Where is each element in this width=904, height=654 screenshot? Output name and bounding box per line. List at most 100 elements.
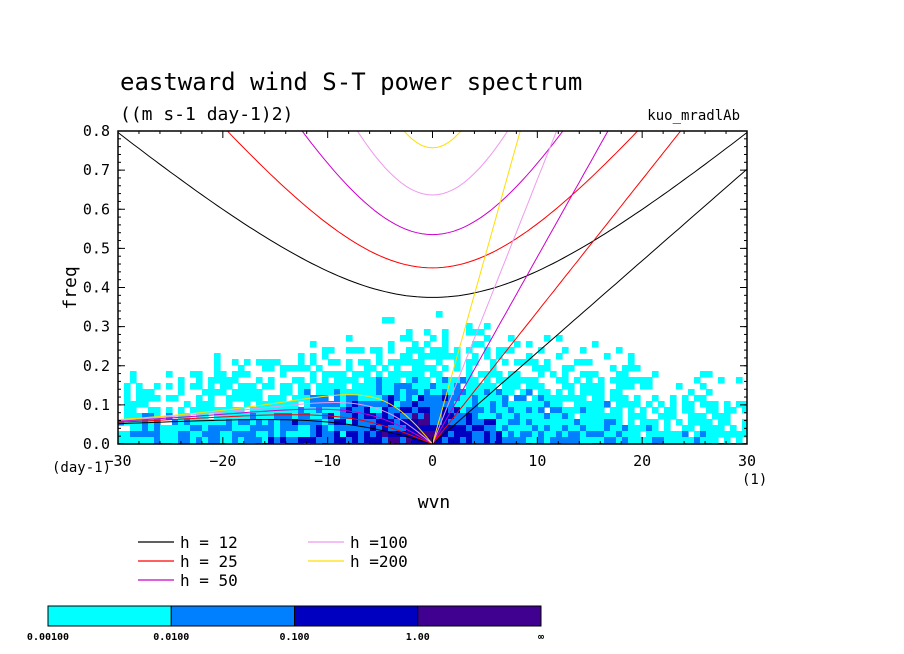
spectrum-cell: [196, 377, 203, 384]
spectrum-cell: [526, 413, 533, 420]
spectrum-cell: [502, 419, 509, 426]
spectrum-cell: [376, 359, 383, 366]
spectrum-cell: [244, 389, 251, 396]
spectrum-cell: [382, 407, 389, 414]
spectrum-cell: [358, 413, 365, 420]
spectrum-cell: [508, 437, 515, 444]
spectrum-cell: [448, 383, 455, 390]
spectrum-cell: [226, 425, 233, 432]
spectrum-cell: [418, 401, 425, 408]
spectrum-cell: [616, 389, 623, 396]
spectrum-cell: [400, 425, 407, 432]
spectrum-cell: [466, 401, 473, 408]
spectrum-cell: [688, 419, 695, 426]
spectrum-cell: [448, 395, 455, 402]
spectrum-cell: [430, 395, 437, 402]
spectrum-cell: [724, 419, 731, 426]
spectrum-cell: [166, 407, 173, 414]
spectrum-cell: [394, 377, 401, 384]
spectrum-cell: [694, 395, 701, 402]
spectrum-cell: [454, 437, 461, 444]
spectrum-cell: [316, 419, 323, 426]
spectrum-cell: [436, 407, 443, 414]
spectrum-cell: [472, 383, 479, 390]
spectrum-cell: [628, 365, 635, 372]
spectrum-cell: [316, 431, 323, 438]
spectrum-cell: [736, 377, 743, 384]
spectrum-cell: [688, 401, 695, 408]
spectrum-cell: [268, 437, 275, 444]
spectrum-cell: [280, 437, 287, 444]
spectrum-cell: [484, 377, 491, 384]
spectrum-cell: [364, 437, 371, 444]
spectrum-cell: [136, 395, 143, 402]
spectrum-cell: [628, 401, 635, 408]
spectrum-cell: [424, 401, 431, 408]
spectrum-cell: [322, 437, 329, 444]
spectrum-cell: [226, 431, 233, 438]
spectrum-cell: [130, 425, 137, 432]
spectrum-cell: [178, 419, 185, 426]
spectrum-cell: [628, 419, 635, 426]
spectrum-cell: [442, 377, 449, 384]
spectrum-cell: [358, 383, 365, 390]
spectrum-cell: [508, 401, 515, 408]
spectrum-cell: [148, 407, 155, 414]
spectrum-cell: [454, 395, 461, 402]
spectrum-cell: [502, 431, 509, 438]
spectrum-cell: [454, 401, 461, 408]
spectrum-cell: [436, 377, 443, 384]
spectrum-cell: [484, 353, 491, 360]
colorbar-swatch: [47, 605, 172, 627]
spectrum-cell: [232, 371, 239, 378]
spectrum-cell: [592, 419, 599, 426]
spectrum-cell: [382, 383, 389, 390]
spectrum-cell: [532, 401, 539, 408]
legend-label: h = 50: [180, 571, 238, 590]
spectrum-cell: [370, 383, 377, 390]
spectrum-cell: [358, 371, 365, 378]
spectrum-cell: [496, 431, 503, 438]
y-tick-label: 0.8: [83, 122, 110, 140]
spectrum-cell: [220, 389, 227, 396]
spectrum-cell: [532, 377, 539, 384]
spectrum-cell: [454, 359, 461, 366]
spectrum-cell: [376, 401, 383, 408]
spectrum-cell: [406, 389, 413, 396]
spectrum-cell: [622, 365, 629, 372]
spectrum-cell: [478, 419, 485, 426]
spectrum-cell: [544, 365, 551, 372]
spectrum-cell: [436, 419, 443, 426]
spectrum-cell: [646, 377, 653, 384]
spectrum-cell: [472, 407, 479, 414]
spectrum-cell: [568, 389, 575, 396]
spectrum-cell: [178, 389, 185, 396]
spectrum-cell: [574, 359, 581, 366]
spectrum-cell: [622, 401, 629, 408]
spectrum-cell: [388, 347, 395, 354]
spectrum-cell: [406, 329, 413, 336]
colorbar-swatch: [170, 605, 295, 627]
spectrum-cell: [640, 377, 647, 384]
spectrum-cell: [610, 395, 617, 402]
spectrum-cell: [412, 437, 419, 444]
spectrum-cell: [406, 407, 413, 414]
spectrum-cell: [730, 407, 737, 414]
spectrum-cell: [226, 437, 233, 444]
spectrum-cell: [436, 311, 443, 318]
spectrum-cell: [346, 395, 353, 402]
spectrum-cell: [436, 353, 443, 360]
spectrum-cell: [190, 437, 197, 444]
spectrum-cell: [256, 389, 263, 396]
spectrum-cell: [508, 419, 515, 426]
spectrum-cell: [214, 425, 221, 432]
spectrum-cell: [550, 395, 557, 402]
spectrum-cell: [286, 383, 293, 390]
spectrum-cell: [244, 437, 251, 444]
spectrum-cell: [460, 437, 467, 444]
spectrum-cell: [268, 407, 275, 414]
spectrum-cell: [430, 407, 437, 414]
spectrum-cell: [706, 407, 713, 414]
spectrum-cell: [466, 389, 473, 396]
spectrum-cell: [226, 401, 233, 408]
